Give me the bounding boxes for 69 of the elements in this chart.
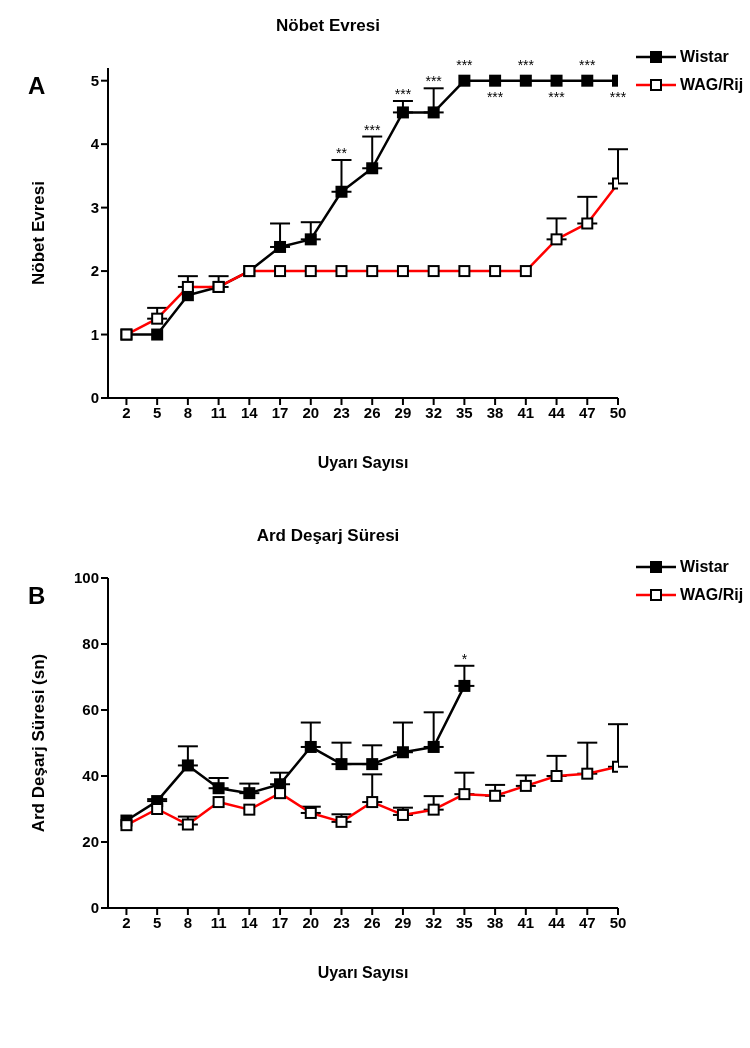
annotation: *** [425, 73, 443, 90]
x-tick-label: 5 [152, 403, 162, 421]
chart-title: Nöbet Evresi [275, 16, 381, 36]
x-tick-label: 32 [425, 913, 443, 931]
x-tick-label: 44 [548, 913, 566, 931]
x-tick-label: 8 [183, 403, 193, 421]
x-tick-label: 35 [456, 913, 473, 931]
x-tick-label: 20 [302, 913, 320, 931]
x-tick-label: 32 [425, 403, 443, 421]
x-tick-label: 17 [271, 403, 289, 421]
y-tick-label: 0 [90, 899, 99, 917]
y-tick-label: 0 [90, 389, 99, 407]
y-tick-label: 4 [90, 135, 100, 153]
x-tick-label: 14 [240, 403, 259, 421]
annotation: *** [548, 88, 566, 105]
x-axis-title: Uyarı Sayısı [317, 964, 409, 981]
annotation: ** [336, 145, 348, 162]
x-tick-label: 17 [271, 913, 289, 931]
legend-label: Wistar [680, 558, 729, 576]
y-tick-label: 1 [90, 325, 99, 343]
x-axis-title: Uyarı Sayısı [317, 454, 409, 471]
x-tick-label: 26 [363, 913, 381, 931]
y-tick-label: 20 [82, 833, 99, 851]
y-tick-label: 3 [90, 198, 99, 216]
annotation: *** [517, 56, 535, 73]
y-tick-label: 80 [82, 635, 99, 653]
x-tick-label: 35 [456, 403, 473, 421]
annotation: *** [486, 88, 504, 105]
x-tick-label: 47 [578, 403, 596, 421]
text: B [28, 582, 46, 610]
x-tick-label: 50 [609, 913, 627, 931]
annotation: * [461, 650, 468, 667]
x-tick-label: 11 [210, 913, 227, 931]
x-tick-label: 29 [394, 403, 412, 421]
x-tick-label: 23 [333, 913, 350, 931]
x-tick-label: 14 [240, 913, 259, 931]
legend-label: Wistar [680, 48, 729, 66]
x-tick-label: 2 [122, 403, 131, 421]
x-tick-label: 29 [394, 913, 412, 931]
annotation: *** [579, 56, 596, 73]
x-tick-label: 47 [578, 913, 596, 931]
y-tick-label: 40 [82, 767, 99, 785]
annotation: *** [394, 86, 412, 102]
y-tick-label: 60 [82, 701, 99, 719]
y-tick-label: 100 [73, 569, 99, 587]
x-tick-label: 26 [363, 403, 381, 421]
y-axis-title: Ard Deşarj Süresi (sn) [29, 653, 49, 833]
x-tick-label: 38 [486, 913, 504, 931]
y-tick-label: 2 [90, 262, 99, 280]
chart-title: Ard Deşarj Süresi [255, 526, 401, 546]
x-tick-label: 50 [609, 403, 627, 421]
x-tick-label: 20 [302, 403, 320, 421]
x-tick-label: 8 [183, 913, 193, 931]
legend-label: WAG/Rij [680, 76, 744, 94]
annotation: *** [364, 121, 381, 138]
x-tick-label: 11 [210, 403, 227, 421]
text: A [28, 72, 46, 100]
x-tick-label: 23 [333, 403, 350, 421]
y-axis-title: Nöbet Evresi [29, 181, 49, 285]
legend-label: WAG/Rij [680, 586, 744, 604]
y-tick-label: 5 [90, 72, 99, 90]
annotation: *** [456, 56, 474, 73]
x-tick-label: 5 [152, 913, 162, 931]
x-tick-label: 41 [517, 403, 535, 421]
annotation: *** [609, 88, 627, 105]
x-tick-label: 38 [486, 403, 504, 421]
x-tick-label: 44 [548, 403, 566, 421]
x-tick-label: 2 [122, 913, 131, 931]
x-tick-label: 41 [517, 913, 535, 931]
